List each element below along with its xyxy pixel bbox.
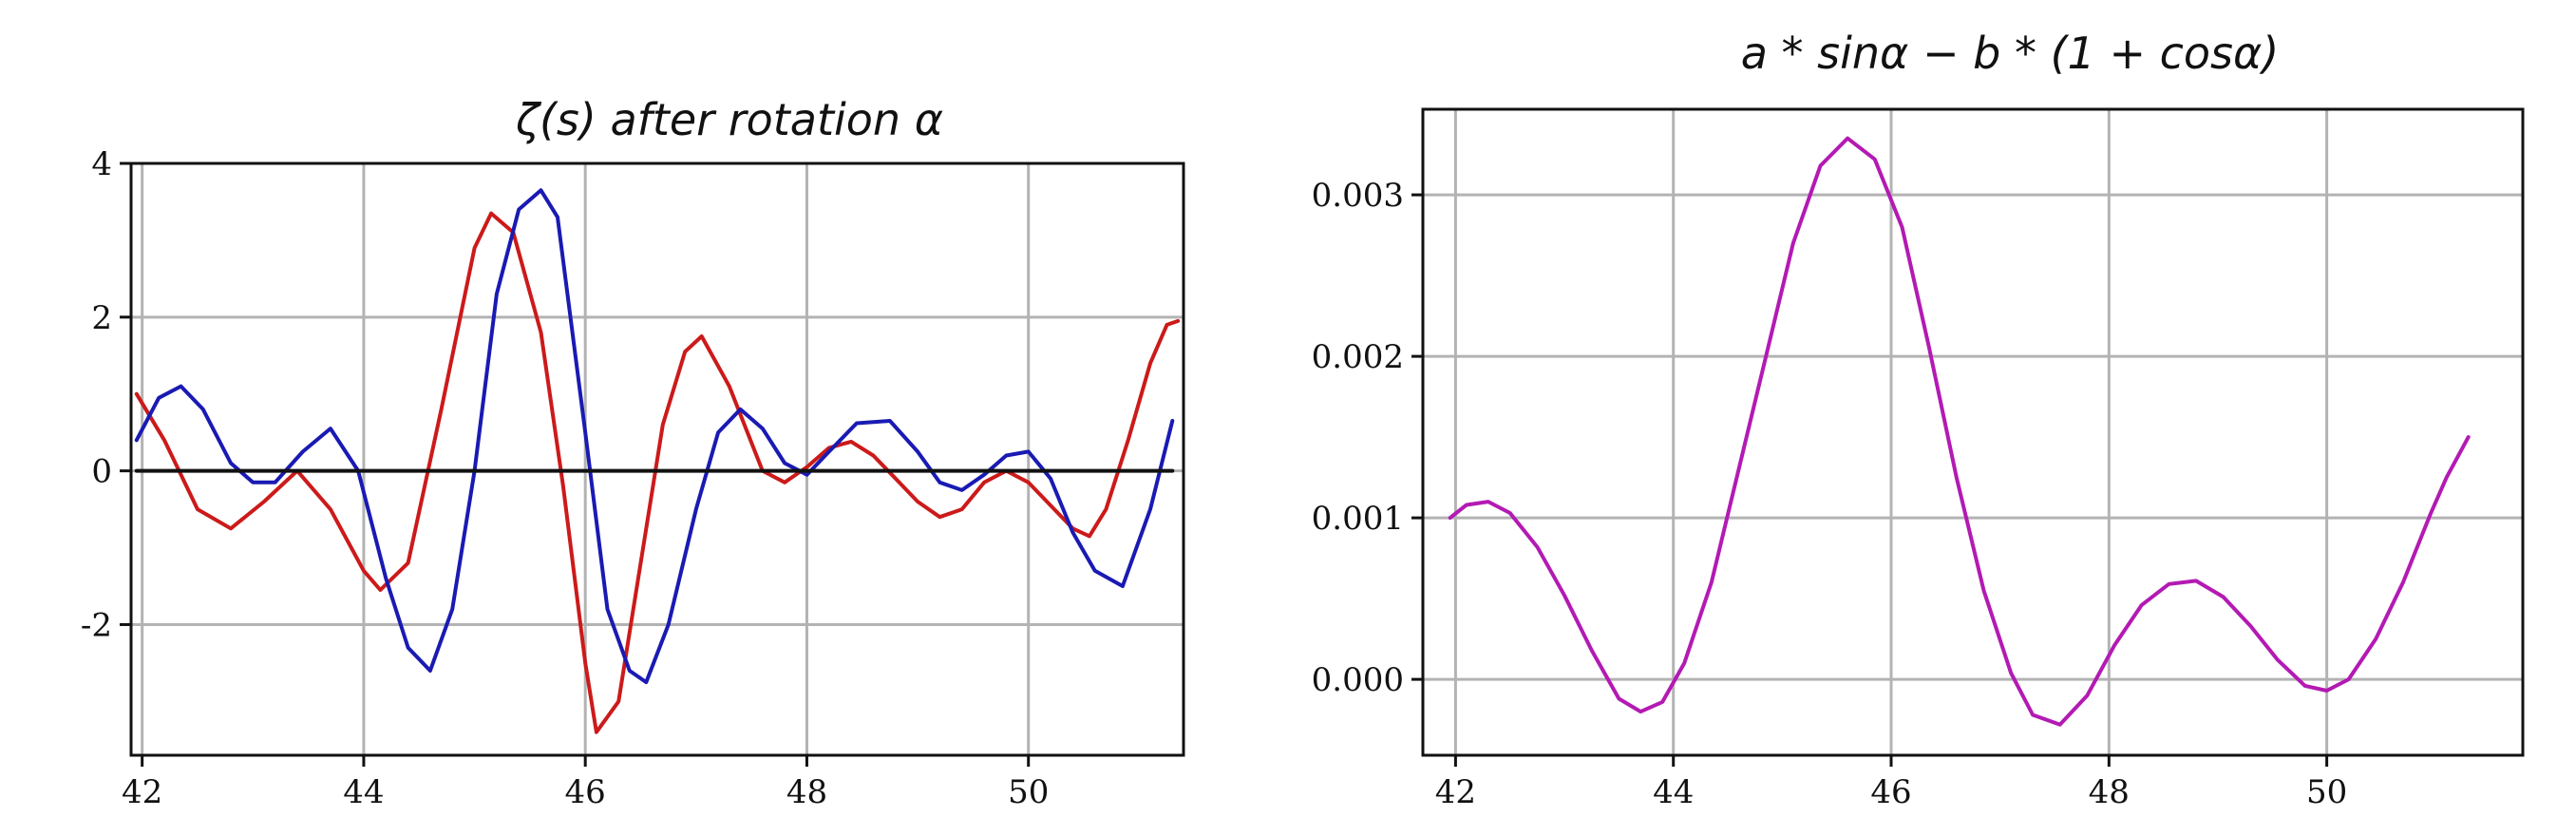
x-tick-label: 42 — [122, 773, 162, 811]
series-line — [1448, 136, 2471, 727]
y-tick-label: 0.003 — [1312, 177, 1404, 215]
axes-frame — [1421, 107, 2525, 757]
y-tick-label: 2 — [91, 299, 112, 337]
x-tick-label: 48 — [786, 773, 827, 811]
chart-title: a * sinα − b * (1 + cosα) — [1741, 28, 2280, 79]
sin-cos-combination-chart: a * sinα − b * (1 + cosα) 42 44 46 48 50 0.00… — [1312, 28, 2525, 811]
series-line — [134, 188, 1175, 685]
zeta-rotation-chart: ζ(s) after rotation α 42 44 46 48 50 -2 0 2 4 — [81, 94, 1185, 811]
x-tick-label: 46 — [1870, 773, 1911, 811]
y-tick-label: -2 — [81, 606, 112, 644]
x-tick-label: 42 — [1435, 773, 1476, 811]
y-tick-label: 4 — [91, 145, 112, 183]
x-tick-label: 50 — [2306, 773, 2347, 811]
y-tick-label: 0.001 — [1312, 500, 1404, 538]
x-tick-label: 44 — [1653, 773, 1694, 811]
x-tick-label: 50 — [1008, 773, 1049, 811]
axes-frame — [129, 162, 1185, 757]
y-tick-label: 0.000 — [1312, 661, 1404, 699]
x-tick-label: 48 — [2089, 773, 2130, 811]
x-tick-label: 44 — [343, 773, 384, 811]
y-tick-label: 0.002 — [1312, 338, 1404, 376]
chart-title: ζ(s) after rotation α — [515, 94, 943, 145]
x-tick-label: 46 — [565, 773, 606, 811]
y-tick-label: 0 — [91, 453, 112, 491]
series-line — [134, 211, 1181, 734]
